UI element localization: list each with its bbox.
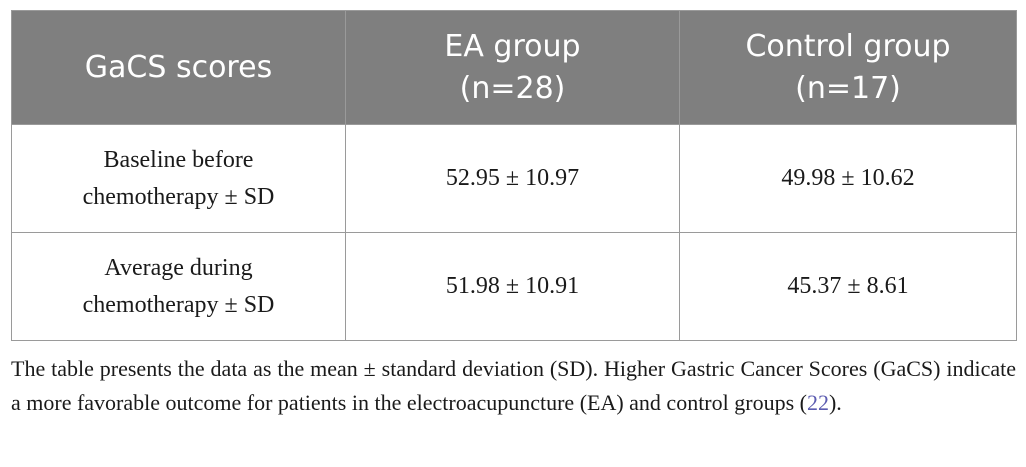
- table-row: Baseline before chemotherapy ± SD 52.95 …: [11, 124, 1017, 233]
- header-gacs-scores-text: GaCS scores: [84, 49, 273, 85]
- header-control-group-line2: (n=17): [795, 70, 901, 106]
- reference-link[interactable]: 22: [806, 390, 829, 415]
- header-gacs-scores: GaCS scores: [11, 10, 346, 125]
- header-ea-group-line1: EA group: [444, 28, 581, 64]
- caption-text: The table presents the data as the mean …: [11, 356, 1016, 415]
- row-label-line2: chemotherapy ± SD: [82, 183, 275, 210]
- row-label-average: Average during chemotherapy ± SD: [11, 232, 346, 341]
- cell-control-average: 45.37 ± 8.61: [679, 232, 1017, 341]
- cell-ea-baseline: 52.95 ± 10.97: [345, 124, 680, 233]
- row-label-line1: Average during: [104, 254, 253, 281]
- data-table-container: GaCS scores EA group (n=28) Control grou…: [11, 10, 1017, 341]
- table-row: Average during chemotherapy ± SD 51.98 ±…: [11, 232, 1017, 341]
- header-control-group-line1: Control group: [745, 28, 951, 64]
- header-ea-group: EA group (n=28): [345, 10, 680, 125]
- gacs-scores-table: GaCS scores EA group (n=28) Control grou…: [11, 10, 1017, 341]
- cell-control-baseline: 49.98 ± 10.62: [679, 124, 1017, 233]
- cell-ea-average: 51.98 ± 10.91: [345, 232, 680, 341]
- row-label-line2: chemotherapy ± SD: [82, 291, 275, 318]
- row-label-baseline: Baseline before chemotherapy ± SD: [11, 124, 346, 233]
- caption-text-end: ).: [828, 390, 842, 415]
- header-ea-group-line2: (n=28): [459, 70, 566, 106]
- table-caption: The table presents the data as the mean …: [11, 352, 1016, 420]
- header-control-group: Control group (n=17): [679, 10, 1017, 125]
- row-label-line1: Baseline before: [103, 146, 254, 173]
- header-row: GaCS scores EA group (n=28) Control grou…: [11, 10, 1017, 125]
